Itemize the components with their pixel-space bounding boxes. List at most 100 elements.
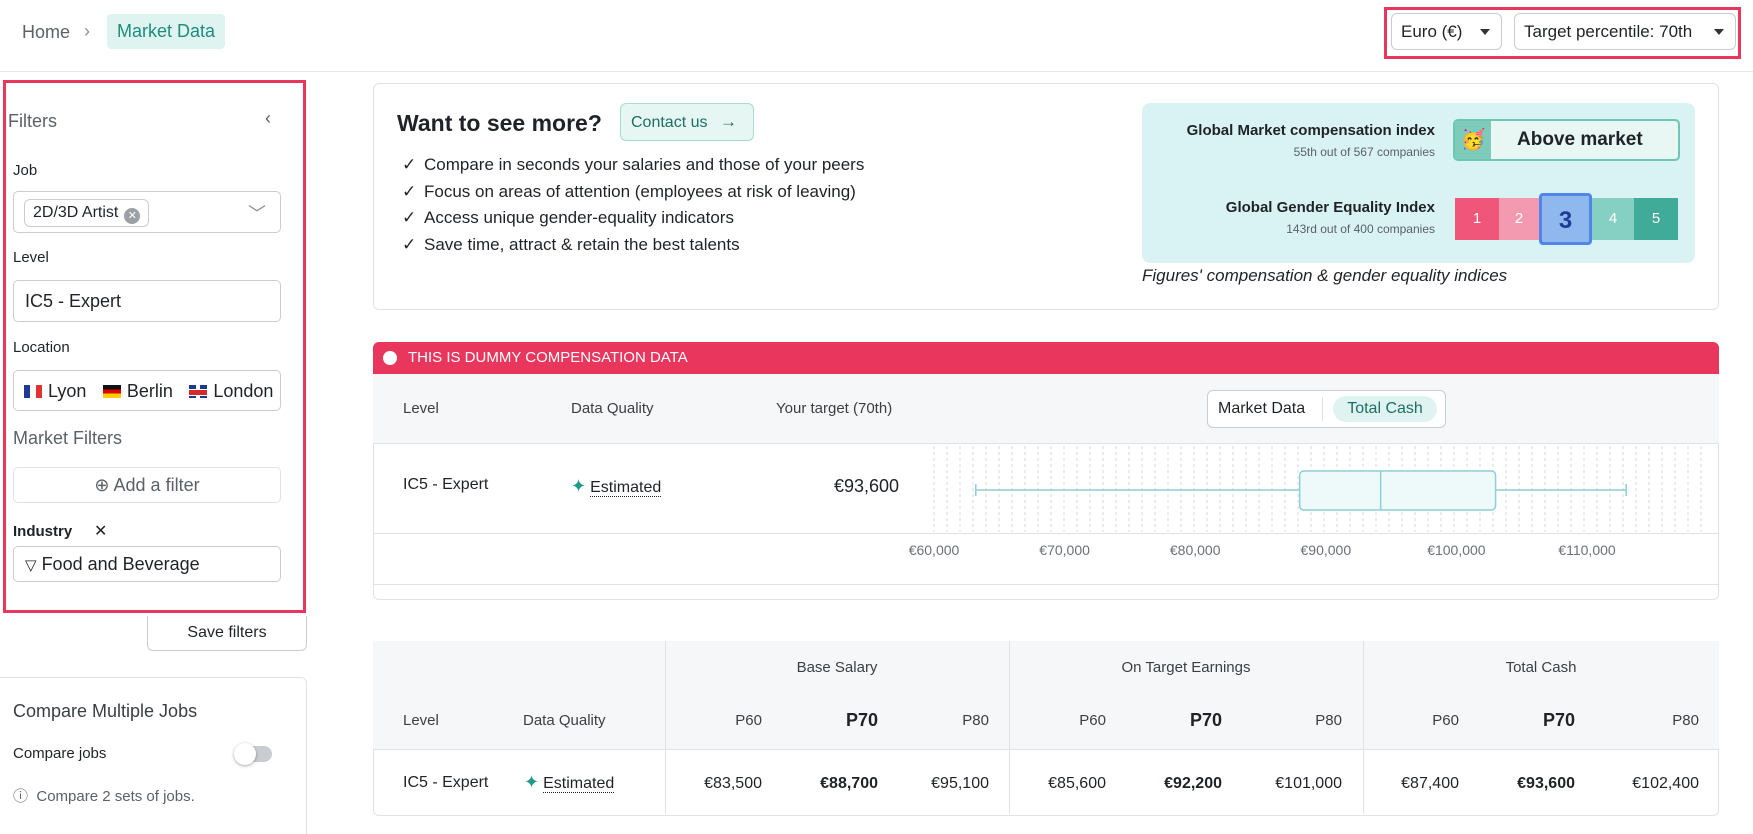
dot-icon (383, 351, 397, 365)
job-select[interactable]: 2D/3D Artist ✕ ﹀ (13, 191, 281, 233)
add-filter-label: Add a filter (113, 475, 200, 495)
add-filter-button[interactable]: ⊕ Add a filter (13, 467, 281, 503)
chart-row-target: €93,600 (834, 476, 900, 496)
percentile-header: P60 (1432, 712, 1459, 729)
chart-col-quality: Data Quality (571, 400, 654, 417)
indices-panel: Global Market compensation index 55th ou… (1142, 103, 1695, 263)
percentile-header: P70 (1189, 710, 1222, 730)
compare-jobs-toggle[interactable] (234, 743, 272, 765)
industry-label: Industry (13, 523, 73, 540)
data-view-toggle[interactable]: Market Data Total Cash (1207, 390, 1446, 428)
job-chip[interactable]: 2D/3D Artist ✕ (24, 199, 150, 227)
location-chip: London (189, 381, 273, 401)
percentile-header: P80 (1315, 712, 1342, 729)
table-cell: €93,600 (1517, 775, 1575, 792)
gender-scale-4: 4 (1592, 198, 1634, 240)
currency-select[interactable]: Euro (€) (1391, 13, 1502, 50)
table-header (373, 641, 1719, 750)
percentile-select[interactable]: Target percentile: 70th (1514, 13, 1736, 50)
info-icon: ⓘ (13, 788, 29, 805)
industry-value: Food and Beverage (41, 554, 200, 574)
toggle-knob (234, 743, 256, 765)
flag-france-icon (24, 385, 42, 398)
chart-grid (933, 446, 1702, 532)
estimated-label[interactable]: Estimated (590, 479, 662, 497)
percentile-header: P70 (1542, 710, 1575, 730)
job-label: Job (13, 162, 38, 179)
location-select[interactable]: Lyon Berlin London (13, 370, 281, 411)
group-ote: On Target Earnings (1121, 659, 1251, 676)
industry-select[interactable]: ▽ Food and Beverage (13, 546, 281, 582)
promo-bullet-text: Access unique gender-equality indicators (424, 208, 734, 227)
comp-index-label: Global Market compensation index (1186, 122, 1435, 139)
table-cell: €101,000 (1275, 775, 1342, 792)
x-tick-label: €100,000 (1427, 542, 1486, 558)
gender-index-sub: 143rd out of 400 companies (1286, 222, 1435, 236)
remove-industry-icon[interactable]: ✕ (94, 523, 108, 540)
column-divider (665, 641, 666, 814)
gender-scale-5: 5 (1634, 198, 1678, 240)
location-chip: Lyon (24, 381, 86, 401)
promo-bullet: ✓ Save time, attract & retain the best ta… (402, 235, 740, 255)
promo-bullet-text: Focus on areas of attention (employees a… (424, 182, 856, 201)
x-tick-label: €90,000 (1300, 542, 1352, 558)
breadcrumb-home[interactable]: Home (22, 22, 71, 42)
contact-us-label: Contact us (631, 114, 708, 131)
column-divider (1363, 641, 1364, 814)
caret-down-icon (1480, 29, 1490, 35)
location-name: Berlin (126, 381, 173, 401)
x-tick-label: €80,000 (1169, 542, 1221, 558)
level-select[interactable]: IC5 - Expert (13, 280, 281, 322)
remove-icon[interactable]: ✕ (124, 208, 141, 224)
chevron-down-icon[interactable]: ﹀ (248, 204, 266, 224)
chart-header-row (373, 374, 1719, 444)
dummy-data-banner: THIS IS DUMMY COMPENSATION DATA (373, 342, 1719, 374)
toggle-market-data[interactable]: Market Data (1218, 400, 1306, 417)
table-row-level: IC5 - Expert (403, 774, 489, 791)
percentile-header: P80 (962, 712, 989, 729)
percentile-select-label: Target percentile: 70th (1524, 22, 1693, 41)
dummy-data-text: THIS IS DUMMY COMPENSATION DATA (408, 349, 688, 366)
chevron-left-icon[interactable]: ‹ (265, 108, 271, 128)
table-cell: €83,500 (704, 775, 762, 792)
location-name: Lyon (48, 381, 87, 401)
table-row-quality: ✦ Estimated (524, 772, 615, 793)
group-base-salary: Base Salary (796, 659, 878, 676)
flag-germany-icon (102, 385, 121, 398)
table-cell: €95,100 (931, 775, 989, 792)
chart-row-quality: ✦ Estimated (571, 476, 662, 497)
chart-row-divider (373, 533, 1719, 534)
x-tick-label: €60,000 (908, 542, 960, 558)
promo-title: Want to see more? (397, 110, 602, 136)
chart-row-level: IC5 - Expert (403, 476, 489, 493)
percentile-header: P60 (1079, 712, 1106, 729)
estimated-label[interactable]: Estimated (543, 775, 615, 793)
promo-bullet-text: Compare in seconds your salaries and tho… (424, 155, 865, 174)
contact-us-button[interactable]: Contact us → (620, 103, 754, 141)
breadcrumb-current[interactable]: Market Data (107, 14, 226, 49)
level-label: Level (13, 249, 49, 266)
compare-hint-text: Compare 2 sets of jobs. (36, 788, 195, 805)
chart-col-level: Level (403, 400, 439, 417)
promo-bullet-text: Save time, attract & retain the best tal… (424, 235, 740, 254)
gender-scale-1: 1 (1455, 198, 1499, 240)
toggle-total-cash[interactable]: Total Cash (1333, 396, 1437, 422)
comp-index-sub: 55th out of 567 companies (1293, 145, 1435, 159)
chart-footer-divider (373, 584, 1719, 585)
group-total-cash: Total Cash (1505, 659, 1577, 676)
x-tick-label: €70,000 (1039, 542, 1090, 558)
promo-bullet: ✓ Focus on areas of attention (employees … (402, 182, 856, 202)
promo-bullet: ✓ Compare in seconds your salaries and th… (402, 155, 864, 175)
sparkle-icon: ✦ (571, 476, 587, 496)
check-icon: ✓ (402, 235, 417, 254)
location-chip: Berlin (102, 381, 173, 401)
caret-down-icon (1714, 29, 1724, 35)
chart-marks (975, 470, 1627, 511)
iqr-box (1298, 470, 1497, 511)
chart-col-target: Your target (70th) (776, 400, 893, 417)
save-filters-button[interactable]: Save filters (147, 616, 307, 651)
market-filters-title: Market Filters (13, 428, 123, 448)
flag-uk-icon (189, 385, 208, 398)
table-cell: €102,400 (1632, 775, 1699, 792)
top-header: Home › Market Data Euro (€) Target perce… (0, 0, 1753, 72)
